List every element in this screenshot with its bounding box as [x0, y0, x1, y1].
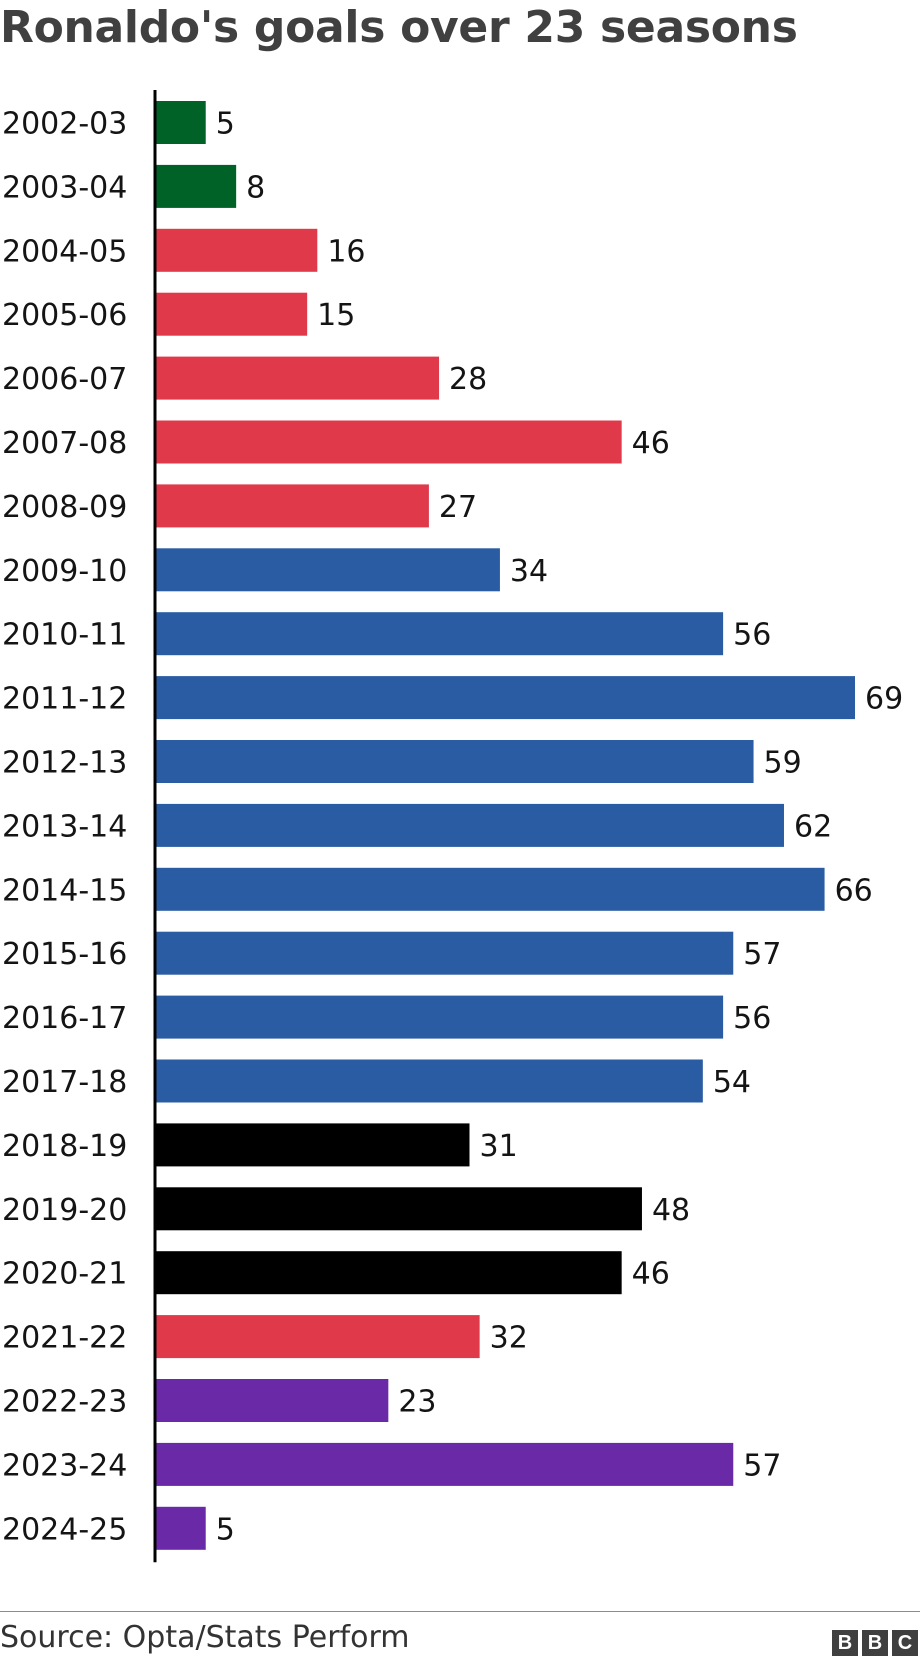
value-label: 16: [327, 234, 365, 269]
category-label: 2010-11: [2, 618, 127, 653]
category-label: 2007-08: [2, 426, 127, 461]
category-label: 2004-05: [2, 234, 127, 269]
bar-2023-24: [155, 1442, 734, 1486]
value-label: 23: [398, 1385, 436, 1420]
category-label: 2024-25: [2, 1512, 127, 1547]
bbc-logo-letter: C: [892, 1630, 918, 1656]
value-label: 56: [733, 618, 771, 653]
category-label: 2008-09: [2, 490, 127, 525]
category-label: 2023-24: [2, 1448, 127, 1483]
category-label: 2009-10: [2, 554, 127, 589]
value-label: 57: [743, 937, 781, 972]
bar-2005-06: [155, 292, 308, 336]
value-label: 59: [764, 746, 802, 781]
bbc-logo-letter: B: [862, 1630, 888, 1656]
value-label: 48: [652, 1193, 690, 1228]
source-note: Source: Opta/Stats Perform: [0, 1620, 410, 1655]
category-label: 2012-13: [2, 746, 127, 781]
labels-layer: 2002-03 5 2003-04 8 2004-05 16 2005-06 15 2006-0…: [2, 107, 903, 1548]
bar-2013-14: [155, 803, 784, 847]
value-label: 32: [490, 1321, 528, 1356]
category-label: 2022-23: [2, 1385, 127, 1420]
category-label: 2021-22: [2, 1321, 127, 1356]
bar-2016-17: [155, 995, 724, 1039]
bar-2008-09: [155, 484, 429, 528]
value-label: 5: [216, 107, 235, 142]
bars-layer: [155, 101, 855, 1550]
footer-divider: [0, 1611, 920, 1612]
bar-2012-13: [155, 740, 754, 783]
bar-2024-25: [155, 1506, 206, 1550]
category-label: 2013-14: [2, 809, 127, 844]
value-label: 56: [733, 1001, 771, 1036]
bar-2022-23: [155, 1379, 389, 1422]
value-label: 69: [865, 682, 903, 717]
bar-2018-19: [155, 1123, 470, 1167]
bbc-logo-letter: B: [832, 1630, 858, 1656]
bar-2011-12: [155, 676, 855, 720]
value-label: 28: [449, 362, 487, 397]
category-label: 2017-18: [2, 1065, 127, 1100]
bar-2015-16: [155, 931, 734, 975]
bar-2007-08: [155, 420, 622, 464]
category-label: 2005-06: [2, 298, 127, 333]
value-label: 62: [794, 809, 832, 844]
category-label: 2016-17: [2, 1001, 127, 1036]
bar-chart: 2002-03 5 2003-04 8 2004-05 16 2005-06 15 2006-0…: [2, 90, 903, 1563]
category-label: 2015-16: [2, 937, 127, 972]
value-label: 54: [713, 1065, 751, 1100]
bar-2019-20: [155, 1187, 642, 1231]
bar-2010-11: [155, 612, 724, 656]
value-label: 34: [510, 554, 548, 589]
bar-2020-21: [155, 1251, 622, 1295]
category-label: 2002-03: [2, 107, 127, 142]
category-label: 2006-07: [2, 362, 127, 397]
category-label: 2018-19: [2, 1129, 127, 1164]
bar-2021-22: [155, 1315, 480, 1359]
value-label: 15: [317, 298, 355, 333]
category-label: 2020-21: [2, 1257, 127, 1292]
value-label: 46: [632, 426, 670, 461]
bar-2014-15: [155, 867, 825, 911]
bbc-logo: B B C: [832, 1630, 918, 1656]
value-label: 8: [246, 170, 265, 205]
value-label: 57: [743, 1448, 781, 1483]
value-label: 27: [439, 490, 477, 525]
bar-2002-03: [155, 101, 206, 144]
category-label: 2014-15: [2, 873, 127, 908]
category-label: 2011-12: [2, 682, 127, 717]
value-label: 31: [479, 1129, 517, 1164]
bar-2017-18: [155, 1059, 703, 1103]
value-label: 66: [835, 873, 873, 908]
bar-2004-05: [155, 228, 318, 272]
value-label: 46: [632, 1257, 670, 1292]
bar-2006-07: [155, 356, 440, 400]
value-label: 5: [216, 1512, 235, 1547]
category-label: 2019-20: [2, 1193, 127, 1228]
category-label: 2003-04: [2, 170, 127, 205]
bar-2009-10: [155, 548, 500, 592]
bar-2003-04: [155, 164, 237, 208]
chart-title: Ronaldo's goals over 23 seasons: [0, 2, 798, 53]
